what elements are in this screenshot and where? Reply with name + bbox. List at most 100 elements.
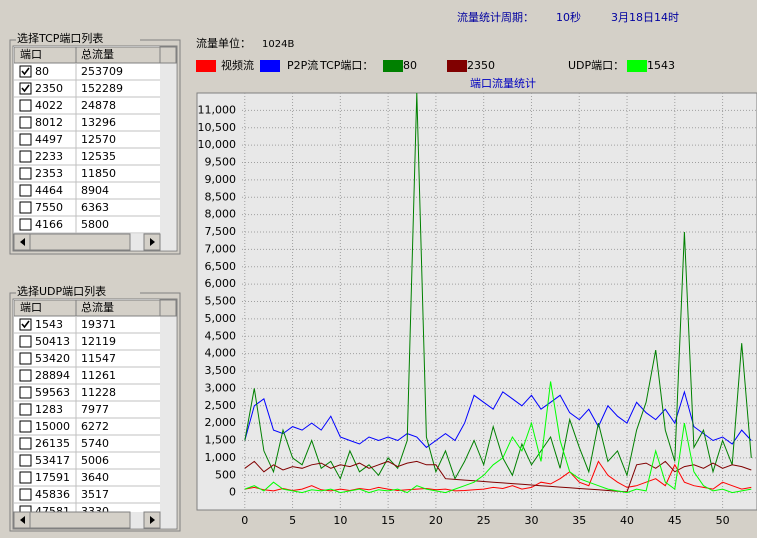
v-scrollbar <box>160 47 176 234</box>
y-tick-label: 3,500 <box>205 364 237 377</box>
total: 19371 <box>81 318 116 331</box>
tcp-legend-label: TCP端口： <box>319 59 373 72</box>
column-header-text: 端口 <box>20 301 42 314</box>
checkbox[interactable] <box>19 471 32 484</box>
checkbox[interactable] <box>19 352 32 365</box>
checkbox[interactable] <box>19 116 32 129</box>
total: 11228 <box>81 386 116 399</box>
y-tick-label: 3,000 <box>205 381 237 394</box>
y-tick-label: 10,500 <box>198 121 237 134</box>
legend-swatch <box>260 60 280 72</box>
scroll-up[interactable] <box>159 299 177 317</box>
y-tick-label: 1,000 <box>205 451 237 464</box>
total: 11547 <box>81 352 116 365</box>
port: 1283 <box>35 403 63 416</box>
scroll-thumb[interactable] <box>29 233 131 251</box>
port: 4497 <box>35 133 63 146</box>
x-tick-label: 10 <box>333 514 347 527</box>
udp-group-title: 选择UDP端口列表 <box>17 284 106 298</box>
port: 59563 <box>35 386 70 399</box>
checkbox[interactable] <box>19 184 32 197</box>
series-line <box>244 460 752 492</box>
x-tick-label: 45 <box>668 514 682 527</box>
group-title-bg <box>16 285 140 299</box>
y-tick-label: 8,000 <box>205 208 237 221</box>
y-tick-label: 7,000 <box>205 242 237 255</box>
y-tick-label: 4,500 <box>205 329 237 342</box>
port: 8012 <box>35 116 63 129</box>
arrow <box>150 516 155 524</box>
port: 2233 <box>35 150 63 163</box>
total: 12535 <box>81 150 116 163</box>
arrow <box>150 238 155 246</box>
y-tick-label: 2,500 <box>205 399 237 412</box>
checkbox[interactable] <box>19 369 32 382</box>
port: 4022 <box>35 99 63 112</box>
checkbox[interactable] <box>19 437 32 450</box>
v-scrollbar <box>160 300 176 512</box>
total: 152289 <box>81 82 123 95</box>
scroll-up[interactable] <box>159 46 177 64</box>
legend-swatch <box>383 60 403 72</box>
port: 47581 <box>35 505 70 518</box>
legend-swatch <box>196 60 216 72</box>
checkbox[interactable] <box>19 133 32 146</box>
port: 4464 <box>35 184 63 197</box>
legend-label: 80 <box>403 59 417 72</box>
udp-legend-label: UDP端口： <box>568 59 624 72</box>
port: 53417 <box>35 454 70 467</box>
checkbox[interactable] <box>19 335 32 348</box>
y-tick-label: 500 <box>215 468 236 481</box>
checkbox[interactable] <box>19 420 32 433</box>
legend-swatch <box>447 60 467 72</box>
tcp-group-title: 选择TCP端口列表 <box>17 31 103 45</box>
y-tick-label: 6,000 <box>205 277 237 290</box>
unit-label: 流量单位： <box>196 36 251 50</box>
legend-label: P2P流 <box>287 58 318 72</box>
udp-listbox[interactable] <box>12 298 178 530</box>
x-tick-label: 25 <box>477 514 491 527</box>
port: 17591 <box>35 471 70 484</box>
checkbox[interactable] <box>19 488 32 501</box>
port: 7550 <box>35 201 63 214</box>
list-rows: 端口 总流量 1543 19371 50413 12119 53420 11547 28894 1… <box>14 300 160 518</box>
x-tick-label: 40 <box>620 514 634 527</box>
column-header <box>75 47 160 64</box>
legend-label: 1543 <box>647 59 675 72</box>
chart-title: 端口流量统计 <box>470 76 536 90</box>
group-title-bg <box>16 32 140 46</box>
checkbox[interactable] <box>19 403 32 416</box>
total: 5006 <box>81 454 109 467</box>
total: 12119 <box>81 335 116 348</box>
checkbox[interactable] <box>19 454 32 467</box>
scroll-thumb[interactable] <box>29 511 131 529</box>
port: 1543 <box>35 318 63 331</box>
y-tick-label: 10,000 <box>198 138 237 151</box>
total: 8904 <box>81 184 109 197</box>
port: 2350 <box>35 82 63 95</box>
total: 7977 <box>81 403 109 416</box>
y-tick-label: 6,500 <box>205 260 237 273</box>
total: 5800 <box>81 218 109 231</box>
checkbox[interactable] <box>19 167 32 180</box>
checkbox[interactable] <box>19 218 32 231</box>
x-tick-label: 0 <box>241 514 248 527</box>
column-header-text: 总流量 <box>81 300 114 314</box>
x-tick-label: 35 <box>572 514 586 527</box>
period: 10秒 <box>556 10 581 24</box>
port: 28894 <box>35 369 70 382</box>
checkbox[interactable] <box>19 201 32 214</box>
plot <box>244 93 752 494</box>
port: 80 <box>35 65 49 78</box>
checkbox[interactable] <box>19 386 32 399</box>
checkbox[interactable] <box>19 99 32 112</box>
x-tick-label: 15 <box>381 514 395 527</box>
column-header-text: 总流量 <box>81 47 114 61</box>
total: 5740 <box>81 437 109 450</box>
total: 6272 <box>81 420 109 433</box>
total: 253709 <box>81 65 123 78</box>
legend-label: 视频流 <box>221 58 254 72</box>
checkbox[interactable] <box>19 150 32 163</box>
total: 11850 <box>81 167 116 180</box>
